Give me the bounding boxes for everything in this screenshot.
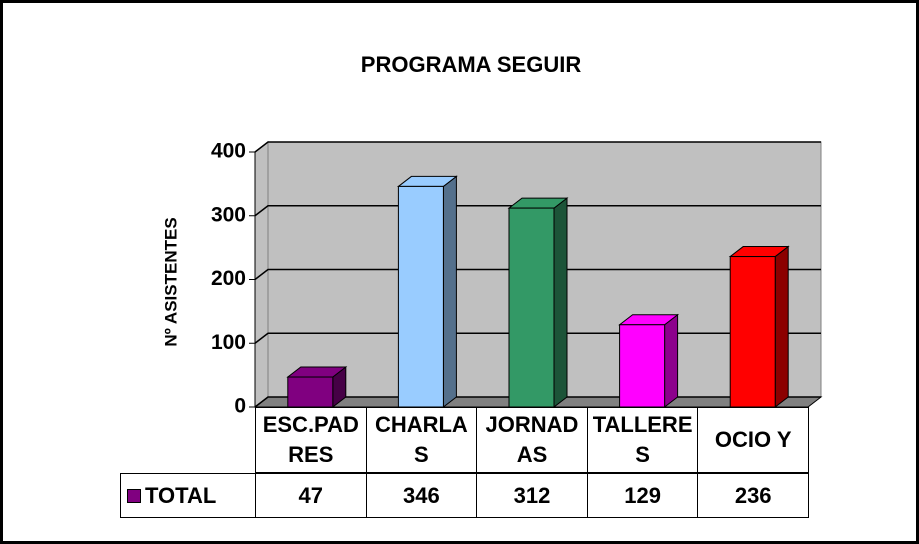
table-value: 129 <box>586 473 699 518</box>
y-tick-label: 300 <box>211 203 246 226</box>
bar-side <box>553 197 568 409</box>
table-value: 47 <box>255 473 367 518</box>
table-category: TALLERES <box>586 407 699 473</box>
legend-cell: TOTAL <box>120 473 256 518</box>
table-value: 312 <box>476 473 588 518</box>
chart-title: PROGRAMA SEGUIR <box>361 52 582 77</box>
grid-line <box>254 141 821 153</box>
bar-side <box>442 175 457 409</box>
table-category: OCIO Y <box>697 407 809 473</box>
table-value: 236 <box>697 473 809 518</box>
y-tick-label: 100 <box>211 331 246 354</box>
y-tick-label: 200 <box>211 267 246 290</box>
bar <box>397 185 444 408</box>
table-category: ESC.PADRES <box>255 407 367 473</box>
table-category: CHARLAS <box>365 407 478 473</box>
bar <box>508 207 555 408</box>
bar-side <box>774 245 789 409</box>
bar <box>729 256 776 408</box>
bar <box>287 376 334 408</box>
bar <box>619 324 666 408</box>
y-axis-label: Nº ASISTENTES <box>161 217 180 346</box>
y-tick-label: 0 <box>234 395 246 418</box>
y-tick-label: 400 <box>211 140 246 163</box>
table-category: JORNADAS <box>476 407 588 473</box>
grid-line <box>254 268 821 281</box>
grid-line <box>254 205 821 217</box>
legend-key <box>127 488 141 503</box>
table-value: 346 <box>365 473 478 518</box>
bar-side <box>664 313 679 409</box>
legend-label: TOTAL <box>145 482 217 508</box>
